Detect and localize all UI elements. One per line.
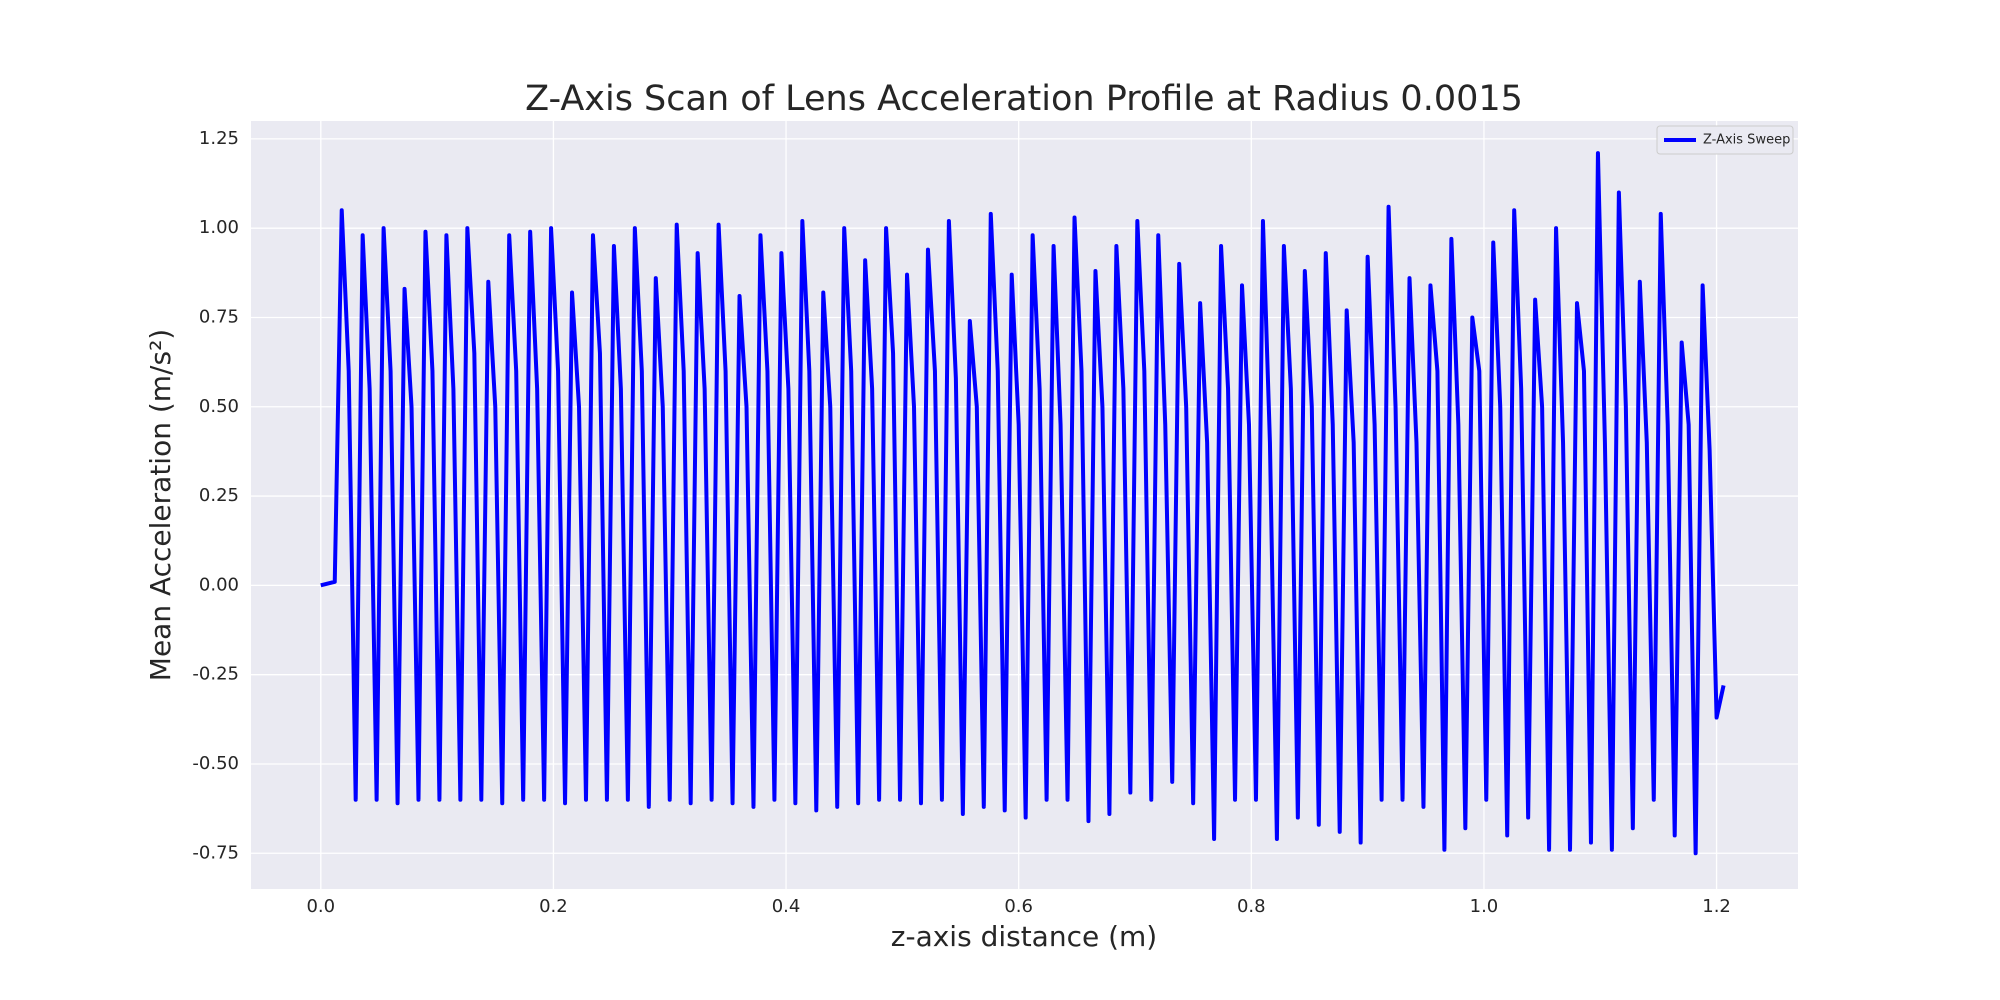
data-line	[320, 151, 1726, 856]
x-tick-label: 0.6	[1004, 896, 1033, 917]
x-tick-label: 0.0	[306, 896, 335, 917]
legend-label: Z-Axis Sweep	[1703, 133, 1790, 148]
x-tick-label: 0.8	[1237, 896, 1266, 917]
x-tick-label: 1.0	[1470, 896, 1499, 917]
y-tick-label: 1.00	[199, 217, 239, 238]
y-tick-label: 0.75	[199, 306, 239, 327]
y-tick-label: 1.25	[199, 128, 239, 149]
x-tick-label: 0.4	[772, 896, 801, 917]
marks	[320, 151, 1726, 856]
y-tick-label: -0.25	[192, 664, 239, 685]
x-tick-label: 1.2	[1702, 896, 1731, 917]
y-tick-label: -0.50	[192, 753, 239, 774]
legend: Z-Axis Sweep	[1656, 125, 1794, 155]
y-tick-label: 0.00	[199, 574, 239, 595]
x-axis-label: z-axis distance (m)	[891, 920, 1157, 953]
y-tick-label: 0.50	[199, 396, 239, 417]
chart-title: Z-Axis Scan of Lens Acceleration Profile…	[525, 79, 1523, 119]
y-tick-label: 0.25	[199, 485, 239, 506]
x-tick-label: 0.2	[539, 896, 568, 917]
y-axis-label: Mean Acceleration (m/s²)	[144, 329, 177, 681]
legend-box	[1656, 125, 1794, 155]
y-tick-label: -0.75	[192, 842, 239, 863]
